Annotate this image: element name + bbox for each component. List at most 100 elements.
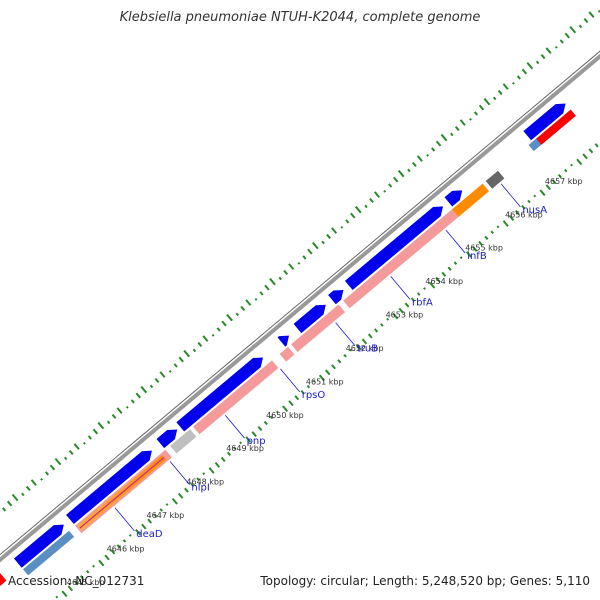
ruler-label: 4649 kbp — [226, 444, 264, 453]
gc-tick — [459, 256, 463, 260]
highlight-block — [451, 183, 490, 217]
gc-tick — [473, 111, 479, 116]
gc-tick — [355, 343, 362, 351]
gc-tick — [254, 297, 258, 301]
forward-cds-arrow — [444, 190, 463, 207]
forward-cds-arrow — [14, 524, 64, 568]
gc-tick — [233, 446, 237, 451]
gc-tick — [288, 400, 294, 407]
gc-tick — [67, 585, 74, 592]
gc-tick — [416, 292, 421, 296]
gc-tick — [527, 199, 531, 204]
gc-tick — [545, 184, 552, 191]
gc-tick — [122, 539, 127, 543]
gc-tick — [302, 255, 307, 260]
gc-tick — [478, 240, 483, 246]
highlight-block — [193, 360, 279, 435]
gc-tick — [63, 456, 68, 461]
gc-tick — [25, 485, 31, 492]
gc-tick — [141, 523, 147, 530]
gc-tick — [564, 32, 570, 39]
ruler-label: 4655 kbp — [465, 244, 503, 253]
gc-tick — [497, 89, 503, 96]
gc-tick — [441, 271, 447, 277]
gc-tick — [178, 356, 184, 363]
gc-tick — [221, 320, 227, 327]
gc-tick — [392, 176, 399, 183]
ruler-label: 4652 kbp — [346, 344, 384, 353]
gc-tick — [492, 96, 497, 101]
gc-tick — [111, 413, 117, 420]
gc-tick — [483, 97, 491, 106]
gc-tick — [404, 302, 410, 308]
gc-tick — [526, 61, 534, 70]
gc-tick — [426, 153, 430, 157]
gc-tick — [349, 348, 353, 352]
gc-tick — [202, 472, 206, 476]
gc-tick — [282, 405, 289, 413]
gc-tick — [511, 81, 515, 85]
gc-tick — [454, 125, 460, 132]
gc-tick — [73, 443, 80, 450]
gene-leader — [114, 507, 135, 531]
gc-tick — [226, 313, 233, 322]
gc-tick — [21, 492, 25, 497]
forward-cds-arrow — [277, 335, 290, 347]
gc-tick — [557, 173, 562, 179]
feature-labels: 4645 kbp 4646 kbp 4647 kbp 4648 kbp 4649 kbp… — [67, 177, 583, 587]
gc-tick — [535, 60, 540, 65]
gc-tick — [502, 83, 509, 90]
gc-tick — [297, 261, 301, 265]
gene-leader — [390, 276, 411, 300]
gc-tick — [340, 225, 344, 229]
gc-tick — [202, 335, 209, 342]
forward-cds-arrow — [293, 304, 326, 334]
reverse-cds-block — [23, 530, 75, 576]
gc-tick — [588, 11, 595, 18]
gc-tick — [300, 389, 305, 395]
gc-tick — [135, 392, 141, 399]
gc-tick — [569, 25, 577, 34]
gc-tick — [374, 328, 379, 333]
gc-tick — [435, 140, 442, 147]
ruler-label: 4654 kbp — [425, 277, 463, 286]
accession-text: Accession: NC_012731 — [8, 574, 145, 588]
gc-tick — [196, 477, 200, 481]
highlight-block — [485, 170, 505, 189]
gc-tick — [312, 241, 319, 250]
gene-label: truB — [357, 344, 378, 355]
gc-tick — [564, 168, 568, 173]
gene-leader — [445, 229, 466, 254]
gc-tick — [128, 533, 132, 537]
gc-tick — [92, 428, 99, 435]
gc-tick — [154, 377, 160, 384]
ruler-label: 4656 kbp — [505, 210, 543, 219]
gc-tick — [392, 312, 399, 320]
highlight-block — [170, 429, 197, 454]
gc-tick — [582, 153, 588, 160]
gene-label: infB — [467, 251, 487, 262]
gc-tick — [490, 230, 494, 235]
gene-label: nlpI — [191, 482, 209, 493]
gc-tick — [159, 508, 164, 512]
gc-tick — [79, 575, 84, 580]
gc-tick — [397, 169, 405, 178]
forward-cds-arrow — [328, 289, 344, 305]
gc-tick — [226, 451, 232, 457]
gc-tick — [68, 449, 74, 456]
gc-tick — [44, 471, 50, 476]
gc-tick — [588, 148, 594, 154]
gc-tick — [412, 161, 417, 168]
gc-tick — [407, 168, 411, 173]
ruler-label: 4645 kbp — [67, 578, 105, 587]
gc-tick — [516, 75, 521, 80]
gc-tick — [583, 17, 589, 24]
gc-tick — [318, 374, 325, 382]
gc-tick — [183, 349, 191, 358]
gene-leader — [169, 461, 190, 485]
gc-tick — [264, 284, 270, 291]
gc-tick — [380, 323, 384, 327]
